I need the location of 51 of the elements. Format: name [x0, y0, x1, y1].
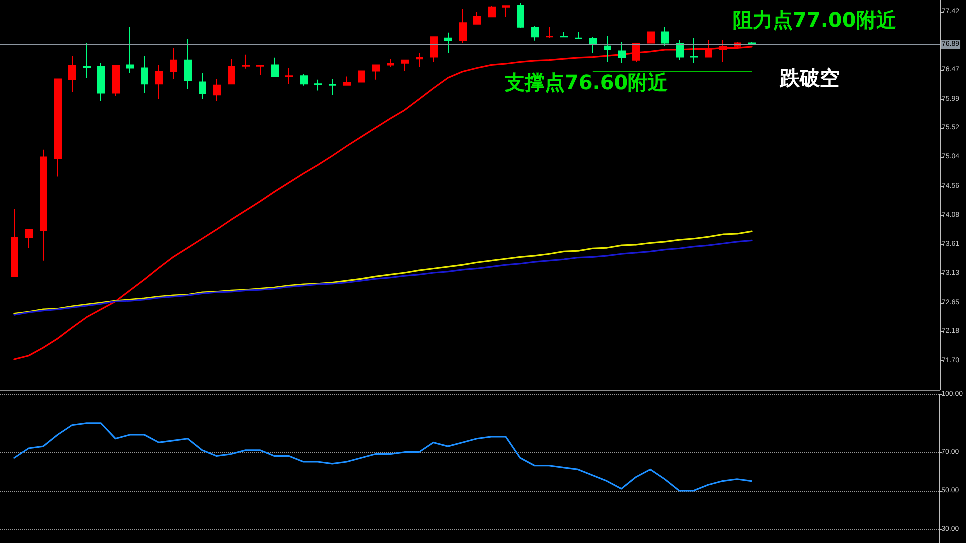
candlestick — [285, 68, 293, 85]
candlestick — [141, 56, 148, 94]
candlestick — [184, 38, 192, 90]
ref-line-label: 支撑点76.60附近 — [504, 70, 668, 94]
candlestick — [488, 6, 496, 18]
candlestick — [676, 40, 684, 61]
candlestick — [430, 36, 438, 63]
candlestick — [604, 35, 611, 63]
candlestick — [112, 64, 120, 97]
candlestick — [690, 38, 698, 64]
candlestick — [126, 26, 134, 74]
candlestick — [444, 32, 452, 54]
candlestick — [531, 26, 539, 42]
candlestick — [358, 70, 365, 83]
candlestick — [517, 2, 524, 29]
line-series — [14, 422, 752, 492]
candlestick — [502, 6, 510, 18]
candlestick — [329, 78, 336, 96]
candlestick — [170, 48, 177, 80]
candlestick — [343, 76, 351, 86]
candlestick — [647, 32, 655, 44]
candlestick — [271, 57, 279, 78]
candlestick — [54, 78, 62, 178]
candlestick — [68, 56, 76, 93]
candlestick — [575, 32, 582, 40]
candlestick — [213, 78, 221, 102]
annotation: 阻力点77.00附近 — [733, 8, 896, 32]
candlestick — [416, 52, 423, 68]
candlestick — [560, 32, 568, 38]
candlestick — [155, 64, 163, 100]
candlestick — [401, 60, 409, 72]
candlestick — [300, 74, 308, 86]
candlestick — [314, 79, 322, 92]
candlestick — [11, 208, 18, 278]
text: 跌破空 — [779, 66, 840, 90]
candlestick — [473, 12, 481, 25]
candlestick — [242, 54, 250, 70]
candlestick — [387, 58, 394, 68]
candlestick — [661, 26, 669, 47]
candlestick — [199, 72, 206, 100]
candlestick — [459, 8, 467, 44]
candlestick — [228, 58, 235, 85]
candlestick — [589, 36, 597, 54]
candlestick — [97, 62, 105, 102]
candlestick — [40, 149, 47, 262]
candlestick — [83, 42, 91, 78]
candlestick — [256, 65, 264, 76]
candlestick — [25, 229, 33, 249]
candlestick — [546, 26, 553, 39]
candlestick — [618, 42, 626, 64]
candlestick — [372, 64, 380, 80]
